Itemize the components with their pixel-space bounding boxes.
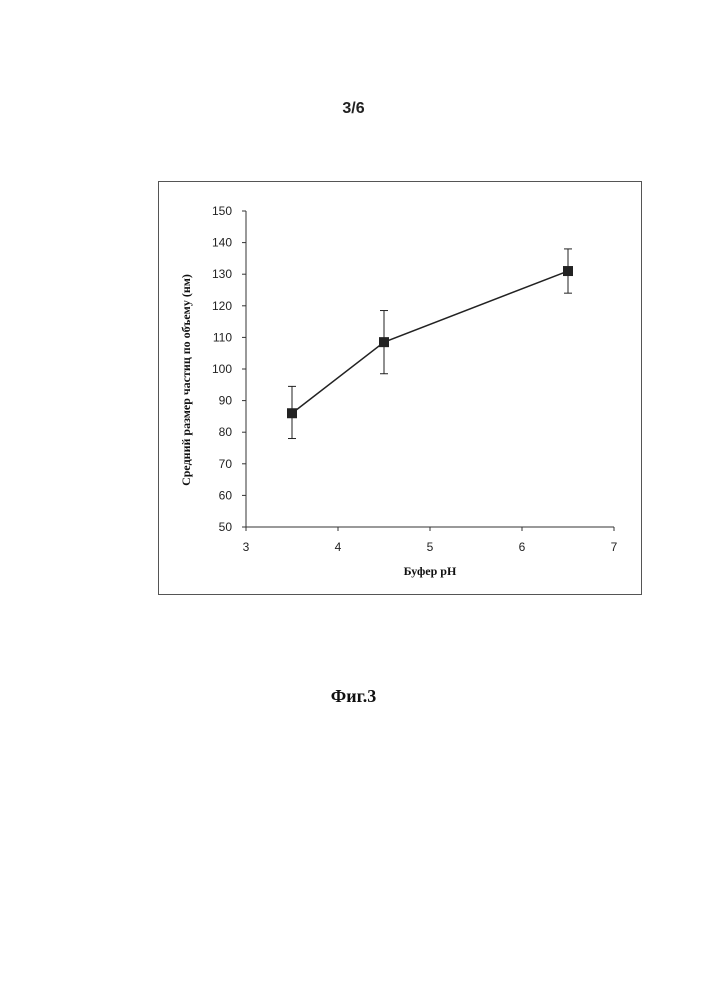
y-tick-label: 100 — [212, 362, 232, 376]
y-tick-label: 150 — [212, 204, 232, 218]
x-axis-ticks: 3 4 5 6 7 — [243, 527, 618, 554]
y-tick-label: 80 — [219, 425, 233, 439]
y-tick-label: 140 — [212, 236, 232, 250]
y-tick-label: 90 — [219, 394, 233, 408]
series-line — [292, 271, 568, 413]
y-tick-label: 70 — [219, 457, 233, 471]
y-tick-label: 120 — [212, 299, 232, 313]
data-point-marker — [287, 408, 297, 418]
x-tick-label: 7 — [611, 540, 618, 554]
y-tick-label: 50 — [219, 520, 233, 534]
x-tick-label: 6 — [519, 540, 526, 554]
x-tick-label: 4 — [335, 540, 342, 554]
y-axis-ticks: 50 60 70 80 90 100 110 120 130 140 150 — [212, 204, 246, 534]
y-tick-label: 60 — [219, 488, 233, 502]
x-tick-label: 5 — [427, 540, 434, 554]
x-axis-title: Буфер pH — [404, 564, 457, 578]
y-axis-title: Средний размер частиц по объему (нм) — [179, 274, 193, 486]
y-tick-label: 110 — [213, 330, 232, 344]
data-point-marker — [379, 337, 389, 347]
data-point-marker — [563, 266, 573, 276]
y-tick-label: 130 — [212, 267, 232, 281]
x-tick-label: 3 — [243, 540, 250, 554]
figure-caption: Фиг.3 — [0, 686, 707, 707]
data-series — [287, 249, 573, 439]
